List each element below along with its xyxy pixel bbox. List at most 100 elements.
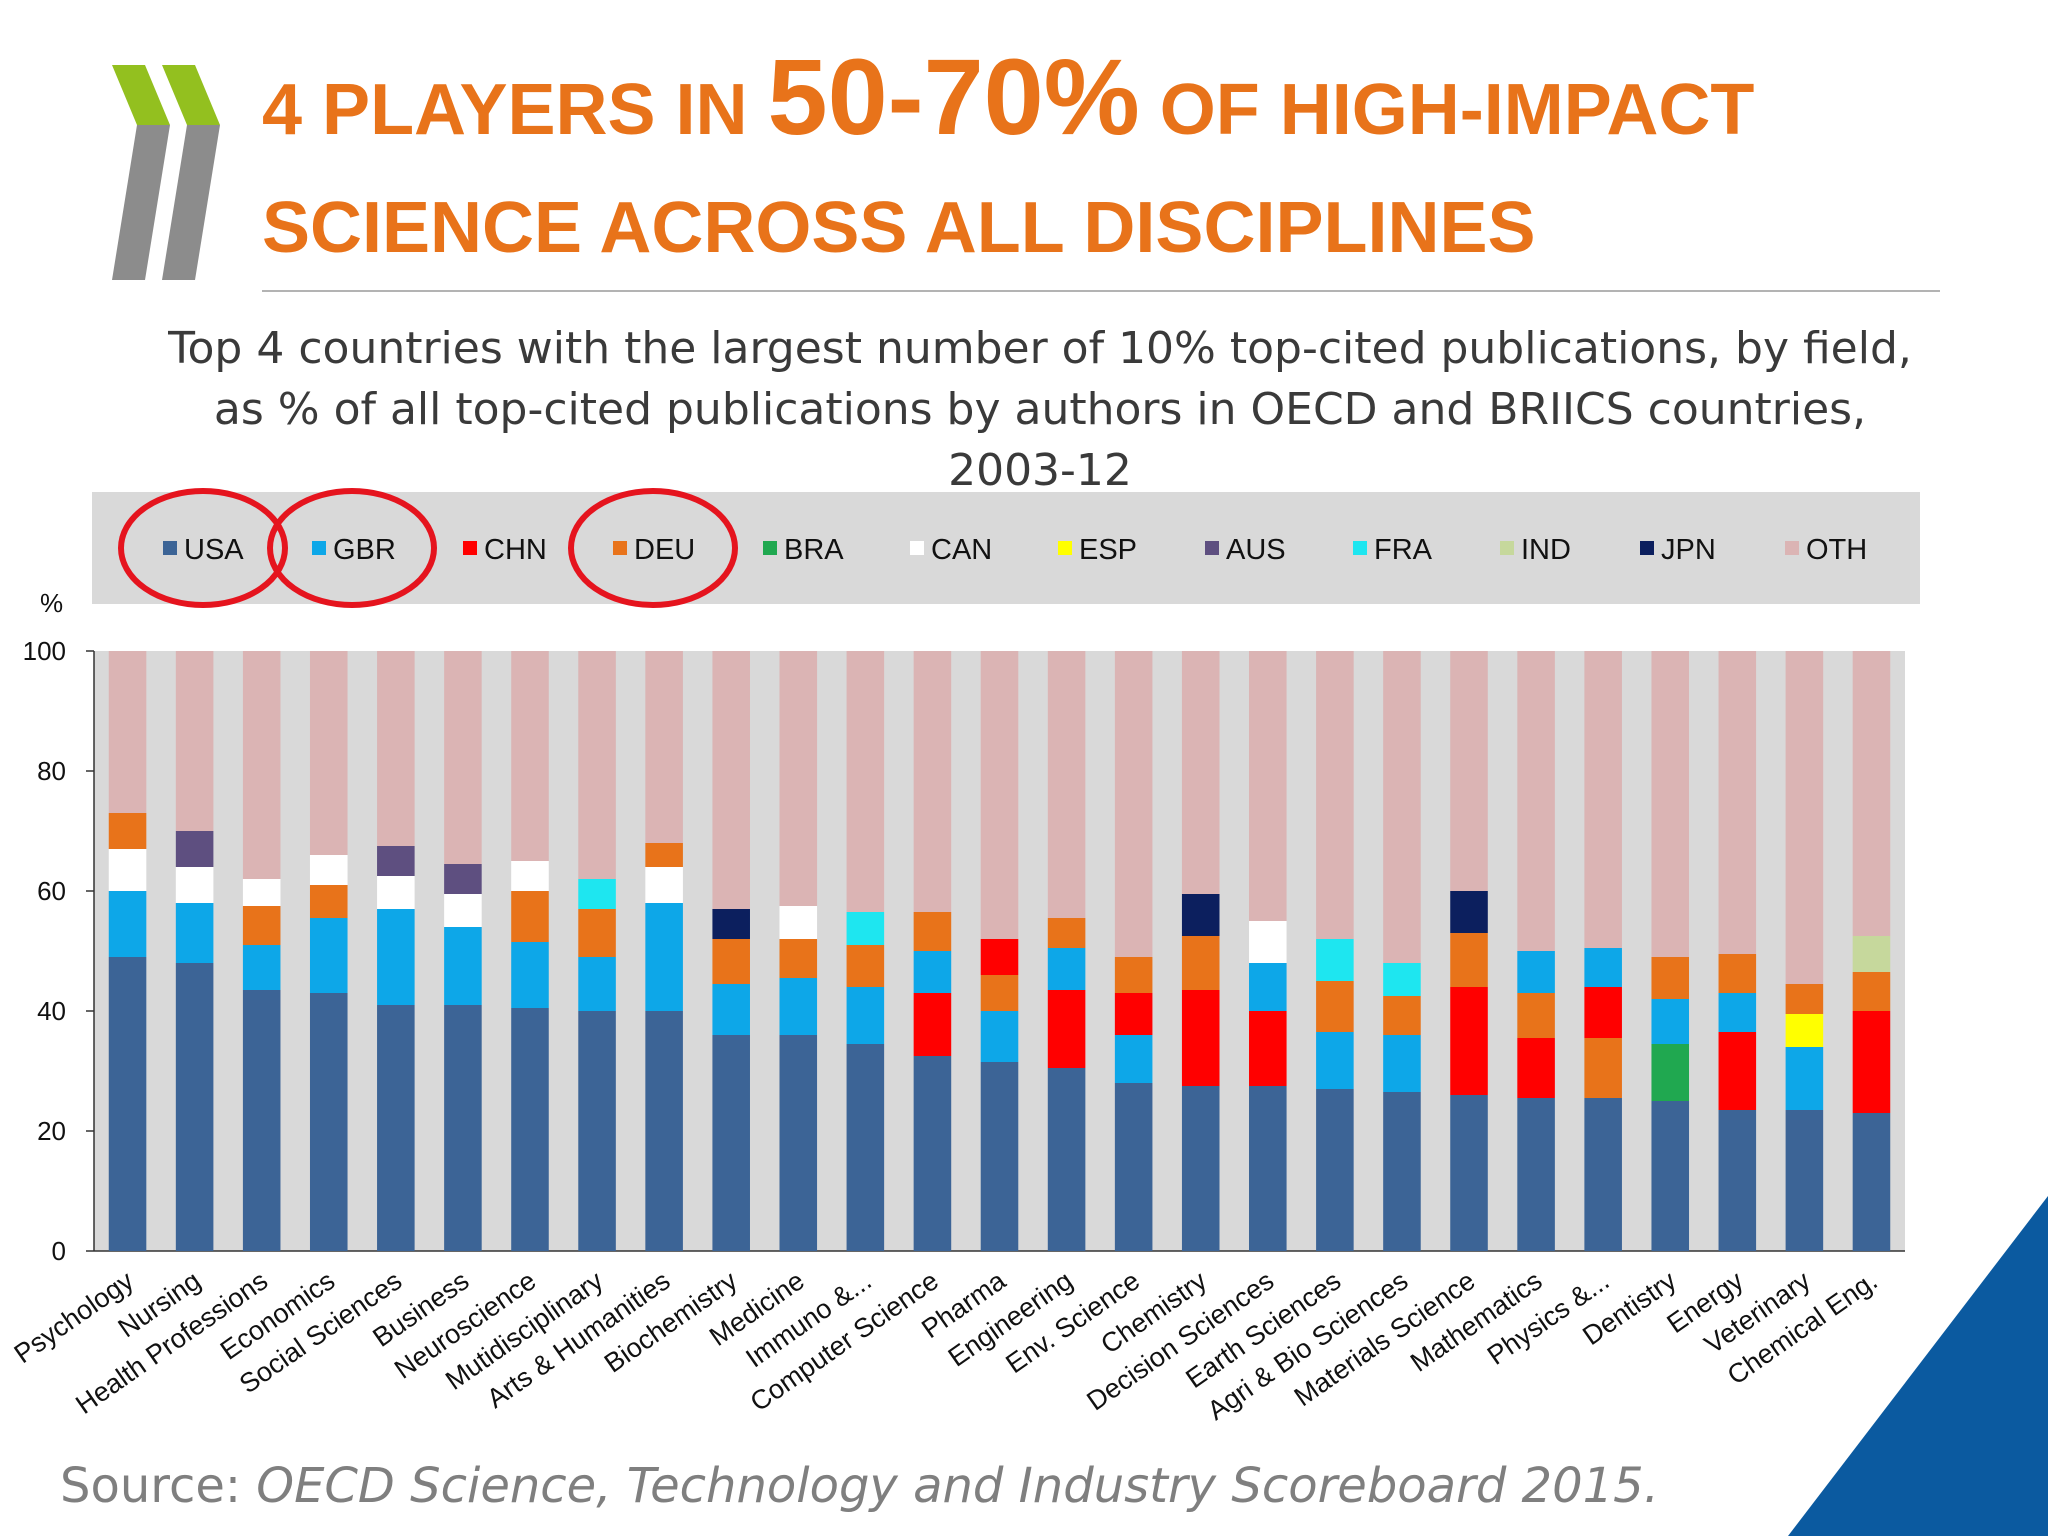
bar-earth-sciences-usa xyxy=(1316,1089,1354,1251)
legend-swatch-chn xyxy=(463,541,477,555)
bar-chemical-eng-usa xyxy=(1852,1113,1891,1251)
bar-computer-science-usa xyxy=(913,1056,952,1251)
bar-agri-bio-sciences-oth xyxy=(1383,651,1421,963)
subtitle-line-2: as % of all top-cited publications by au… xyxy=(213,384,1867,435)
bar-materials-science-deu xyxy=(1450,933,1488,987)
bar-engineering-gbr xyxy=(1047,948,1086,990)
bar-env-science-usa xyxy=(1114,1083,1153,1251)
oecd-chevron-logo xyxy=(112,65,220,280)
bar-nursing-oth xyxy=(175,651,214,831)
bar-env-science-oth xyxy=(1114,651,1153,957)
bar-psychology-gbr xyxy=(108,891,147,957)
bar-physics-gbr xyxy=(1584,948,1622,987)
logo-chevron-grey-left xyxy=(112,125,170,280)
bar-decision-sciences-usa xyxy=(1249,1086,1287,1251)
legend-label-bra: BRA xyxy=(784,534,844,566)
bar-dentistry-gbr xyxy=(1651,999,1690,1044)
title-line1-highlight: 50-70% xyxy=(767,36,1140,157)
bar-veterinary-deu xyxy=(1785,984,1824,1014)
bar-immuno-gbr xyxy=(846,987,885,1044)
bar-dentistry-oth xyxy=(1651,651,1690,957)
bar-business-oth xyxy=(444,651,482,864)
bar-decision-sciences-can xyxy=(1249,921,1287,963)
bar-decision-sciences-chn xyxy=(1249,1011,1287,1086)
bar-mathematics-deu xyxy=(1517,993,1555,1038)
bar-medicine-usa xyxy=(779,1035,818,1251)
subtitle-line-3: 2003-12 xyxy=(948,445,1132,496)
bar-mutidisciplinary-oth xyxy=(578,651,616,879)
bar-psychology-oth xyxy=(108,651,147,813)
bar-mutidisciplinary-deu xyxy=(578,909,616,957)
bar-physics-usa xyxy=(1584,1098,1622,1251)
title-line1-post: of high-impact xyxy=(1139,70,1755,150)
legend-label-aus: AUS xyxy=(1226,534,1286,566)
bar-agri-bio-sciences-gbr xyxy=(1383,1035,1421,1092)
legend-label-oth: OTH xyxy=(1806,534,1867,566)
bar-dentistry-usa xyxy=(1651,1101,1690,1251)
bar-chemical-eng-chn xyxy=(1852,1011,1891,1113)
bar-social-sciences-oth xyxy=(377,651,415,846)
bar-arts-humanities-can xyxy=(645,867,683,903)
bar-immuno-usa xyxy=(846,1044,885,1251)
bar-physics-chn xyxy=(1584,987,1622,1038)
bar-immuno-fra xyxy=(846,912,885,945)
bar-engineering-usa xyxy=(1047,1068,1086,1251)
bar-immuno-oth xyxy=(846,651,885,912)
bar-nursing-gbr xyxy=(175,903,214,963)
legend-label-gbr: GBR xyxy=(333,534,396,566)
bar-economics-can xyxy=(309,855,348,885)
bar-arts-humanities-oth xyxy=(645,651,683,843)
bar-pharma-gbr xyxy=(980,1011,1019,1062)
legend-label-usa: USA xyxy=(184,534,244,566)
legend-label-jpn: JPN xyxy=(1661,534,1716,566)
bar-mutidisciplinary-fra xyxy=(578,879,616,909)
bar-engineering-deu xyxy=(1047,918,1086,948)
bar-earth-sciences-deu xyxy=(1316,981,1354,1032)
bar-economics-deu xyxy=(309,885,348,918)
y-tick-label-100: 100 xyxy=(23,636,66,666)
bar-earth-sciences-oth xyxy=(1316,651,1354,939)
legend-swatch-jpn xyxy=(1640,541,1654,555)
legend-label-can: CAN xyxy=(931,534,992,566)
title-divider xyxy=(262,290,1940,292)
bar-energy-deu xyxy=(1718,954,1757,993)
bar-energy-gbr xyxy=(1718,993,1757,1032)
bar-decision-sciences-oth xyxy=(1249,651,1287,921)
bar-health-professions-oth xyxy=(242,651,281,879)
corner-decoration xyxy=(1788,1196,2048,1536)
legend-label-ind: IND xyxy=(1521,534,1571,566)
bar-veterinary-oth xyxy=(1785,651,1824,984)
bar-health-professions-can xyxy=(242,879,281,906)
bar-medicine-can xyxy=(779,906,818,939)
bar-pharma-oth xyxy=(980,651,1019,939)
logo-chevron-green-left xyxy=(112,65,170,125)
legend-swatch-deu xyxy=(613,541,627,555)
bar-earth-sciences-fra xyxy=(1316,939,1354,981)
title-line1-pre: 4 players in xyxy=(262,70,768,150)
legend-swatch-ind xyxy=(1500,541,1514,555)
bar-medicine-deu xyxy=(779,939,818,978)
bar-health-professions-usa xyxy=(242,990,281,1251)
bar-materials-science-chn xyxy=(1450,987,1488,1095)
bar-neuroscience-can xyxy=(511,861,549,891)
bar-business-aus xyxy=(444,864,482,894)
bar-earth-sciences-gbr xyxy=(1316,1032,1354,1089)
bar-psychology-deu xyxy=(108,813,147,849)
logo-chevron-green-right xyxy=(162,65,220,125)
legend-swatch-can xyxy=(910,541,924,555)
bar-neuroscience-usa xyxy=(511,1008,549,1251)
bar-mutidisciplinary-gbr xyxy=(578,957,616,1011)
bar-chemistry-jpn xyxy=(1181,894,1220,936)
bar-env-science-deu xyxy=(1114,957,1153,993)
bar-pharma-chn xyxy=(980,939,1019,975)
y-tick-label-0: 0 xyxy=(52,1236,66,1266)
bar-energy-oth xyxy=(1718,651,1757,954)
bar-social-sciences-can xyxy=(377,876,415,909)
bar-social-sciences-aus xyxy=(377,846,415,876)
legend-swatch-oth xyxy=(1785,541,1799,555)
bar-pharma-usa xyxy=(980,1062,1019,1251)
bar-mathematics-gbr xyxy=(1517,951,1555,993)
bar-dentistry-bra xyxy=(1651,1044,1690,1101)
highlight-circle-gbr xyxy=(267,488,437,608)
